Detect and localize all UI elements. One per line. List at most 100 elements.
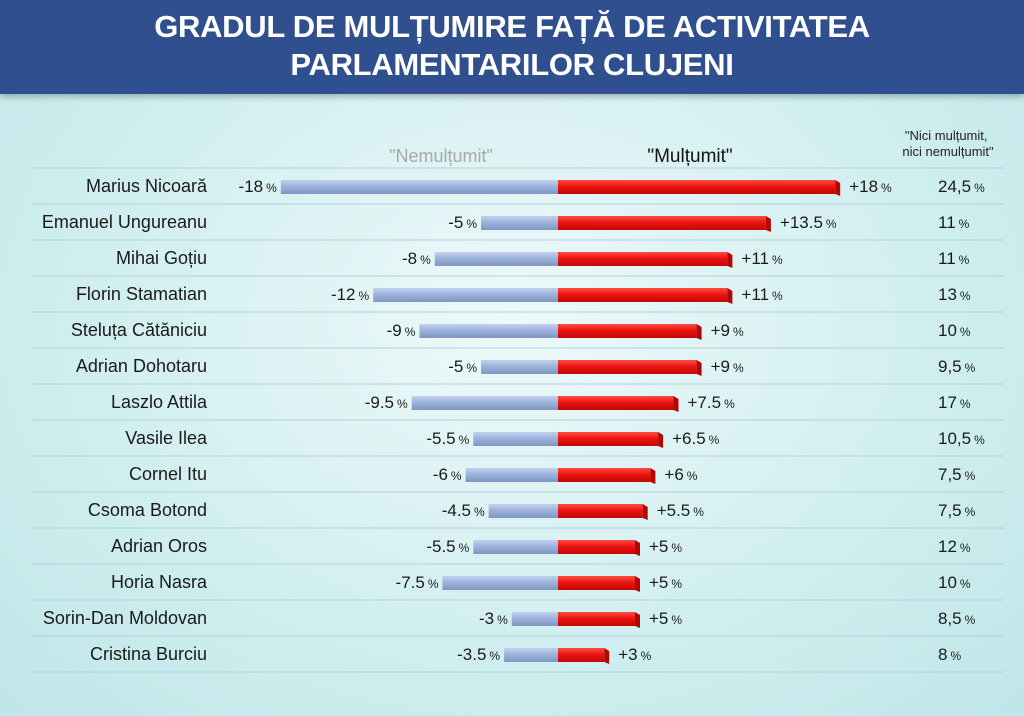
satisfied-bar-edge [835,180,841,196]
neutral-value-label: 11% [938,249,970,268]
dissatisfied-bar [419,324,558,338]
satisfied-column-header: "Mulțumit" [647,146,732,167]
dissatisfied-bar [473,540,558,554]
neutral-value-label: 24,5% [938,177,985,196]
satisfied-value-label: +11% [741,285,783,304]
neutral-value-label: 12% [938,537,971,556]
satisfied-bar [558,252,728,266]
satisfied-bar [558,540,635,554]
satisfied-bar-edge [635,576,640,592]
satisfied-bar-edge [765,216,771,232]
dissatisfied-value-label: -5.5% [426,429,469,448]
category-label: Cristina Burciu [90,644,207,664]
satisfied-value-label: +3% [618,645,651,664]
neutral-value-label: 10% [938,321,971,340]
category-label: Adrian Oros [111,536,207,556]
satisfied-value-label: +5.5% [657,501,705,520]
dissatisfied-value-label: -5% [448,213,477,232]
dissatisfied-value-label: -3% [479,609,508,628]
category-label: Marius Nicoară [86,176,208,196]
dissatisfied-bar [373,288,558,302]
dissatisfied-value-label: -4.5% [442,501,485,520]
dissatisfied-bar [411,396,558,410]
satisfied-bar-edge [696,360,702,376]
dissatisfied-value-label: -6% [433,465,462,484]
dissatisfied-bar [511,612,558,626]
satisfied-value-label: +11% [741,249,783,268]
header-banner: GRADUL DE MULȚUMIRE FAȚĂ DE ACTIVITATEA … [0,0,1024,94]
satisfied-value-label: +9% [711,321,744,340]
satisfied-value-label: +5% [649,609,682,628]
dissatisfied-bar [473,432,558,446]
dissatisfied-value-label: -3.5% [457,645,500,664]
dissatisfied-value-label: -7.5% [396,573,439,592]
satisfied-value-label: +18% [849,177,892,196]
satisfied-bar-edge [673,396,679,412]
satisfied-bar-edge [658,432,664,448]
satisfied-value-label: +6% [664,465,697,484]
dissatisfied-bar [488,504,558,518]
neutral-value-label: 7,5% [938,465,976,484]
dissatisfied-bar [481,360,558,374]
satisfied-bar [558,576,635,590]
category-label: Steluța Cătăniciu [71,320,207,340]
satisfied-bar [558,324,697,338]
satisfied-value-label: +6.5% [672,429,720,448]
satisfied-bar [558,216,766,230]
satisfied-bar-edge [727,252,733,268]
satisfied-bar [558,180,836,194]
satisfied-bar [558,396,674,410]
dissatisfied-bar [442,576,558,590]
category-label: Horia Nasra [111,572,208,592]
dissatisfied-bar [465,468,558,482]
satisfied-bar [558,468,651,482]
category-label: Mihai Goțiu [116,248,207,268]
satisfied-bar [558,648,605,662]
satisfied-bar-edge [635,540,640,556]
dissatisfied-value-label: -8% [402,249,431,268]
chart-title: GRADUL DE MULȚUMIRE FAȚĂ DE ACTIVITATEA … [154,9,870,82]
satisfied-value-label: +5% [649,537,682,556]
category-label: Florin Stamatian [76,284,207,304]
satisfied-value-label: +7.5% [688,393,736,412]
neutral-value-label: 13% [938,285,971,304]
satisfied-value-label: +5% [649,573,682,592]
category-label: Cornel Itu [129,464,207,484]
neutral-value-label: 10,5% [938,429,985,448]
dissatisfied-column-header: "Nemulțumit" [389,146,493,166]
neutral-value-label: 7,5% [938,501,976,520]
category-label: Sorin-Dan Moldovan [43,608,207,628]
dissatisfied-value-label: -5.5% [426,537,469,556]
satisfied-bar-edge [650,468,656,484]
satisfied-bar [558,612,635,626]
satisfied-bar-edge [642,504,648,520]
satisfied-bar-edge [604,648,610,664]
dissatisfied-bar [504,648,558,662]
neutral-value-label: 10% [938,573,971,592]
category-label: Vasile Ilea [125,428,208,448]
satisfied-bar-edge [635,612,640,628]
category-label: Emanuel Ungureanu [42,212,207,232]
dissatisfied-bar [481,216,558,230]
satisfied-bar-edge [727,288,733,304]
neutral-value-label: 8,5% [938,609,976,628]
satisfied-bar [558,360,697,374]
neutral-value-label: 8% [938,645,961,664]
neutral-value-label: 11% [938,213,970,232]
dissatisfied-value-label: -12% [331,285,370,304]
dissatisfied-value-label: -9% [387,321,416,340]
satisfied-value-label: +9% [711,357,744,376]
neutral-value-label: 9,5% [938,357,976,376]
satisfied-bar [558,432,659,446]
satisfied-bar [558,288,728,302]
satisfied-value-label: +13.5% [780,213,837,232]
satisfied-bar-edge [696,324,702,340]
dissatisfied-bar [434,252,558,266]
satisfied-bar [558,504,643,518]
chart-rows: Marius Nicoară -18% +18% 24,5 % Emanuel Ungur… [32,167,1004,673]
category-label: Laszlo Attila [111,392,208,412]
dissatisfied-bar [280,180,558,194]
dissatisfied-value-label: -9.5% [365,393,408,412]
dissatisfied-value-label: -18% [239,177,278,196]
